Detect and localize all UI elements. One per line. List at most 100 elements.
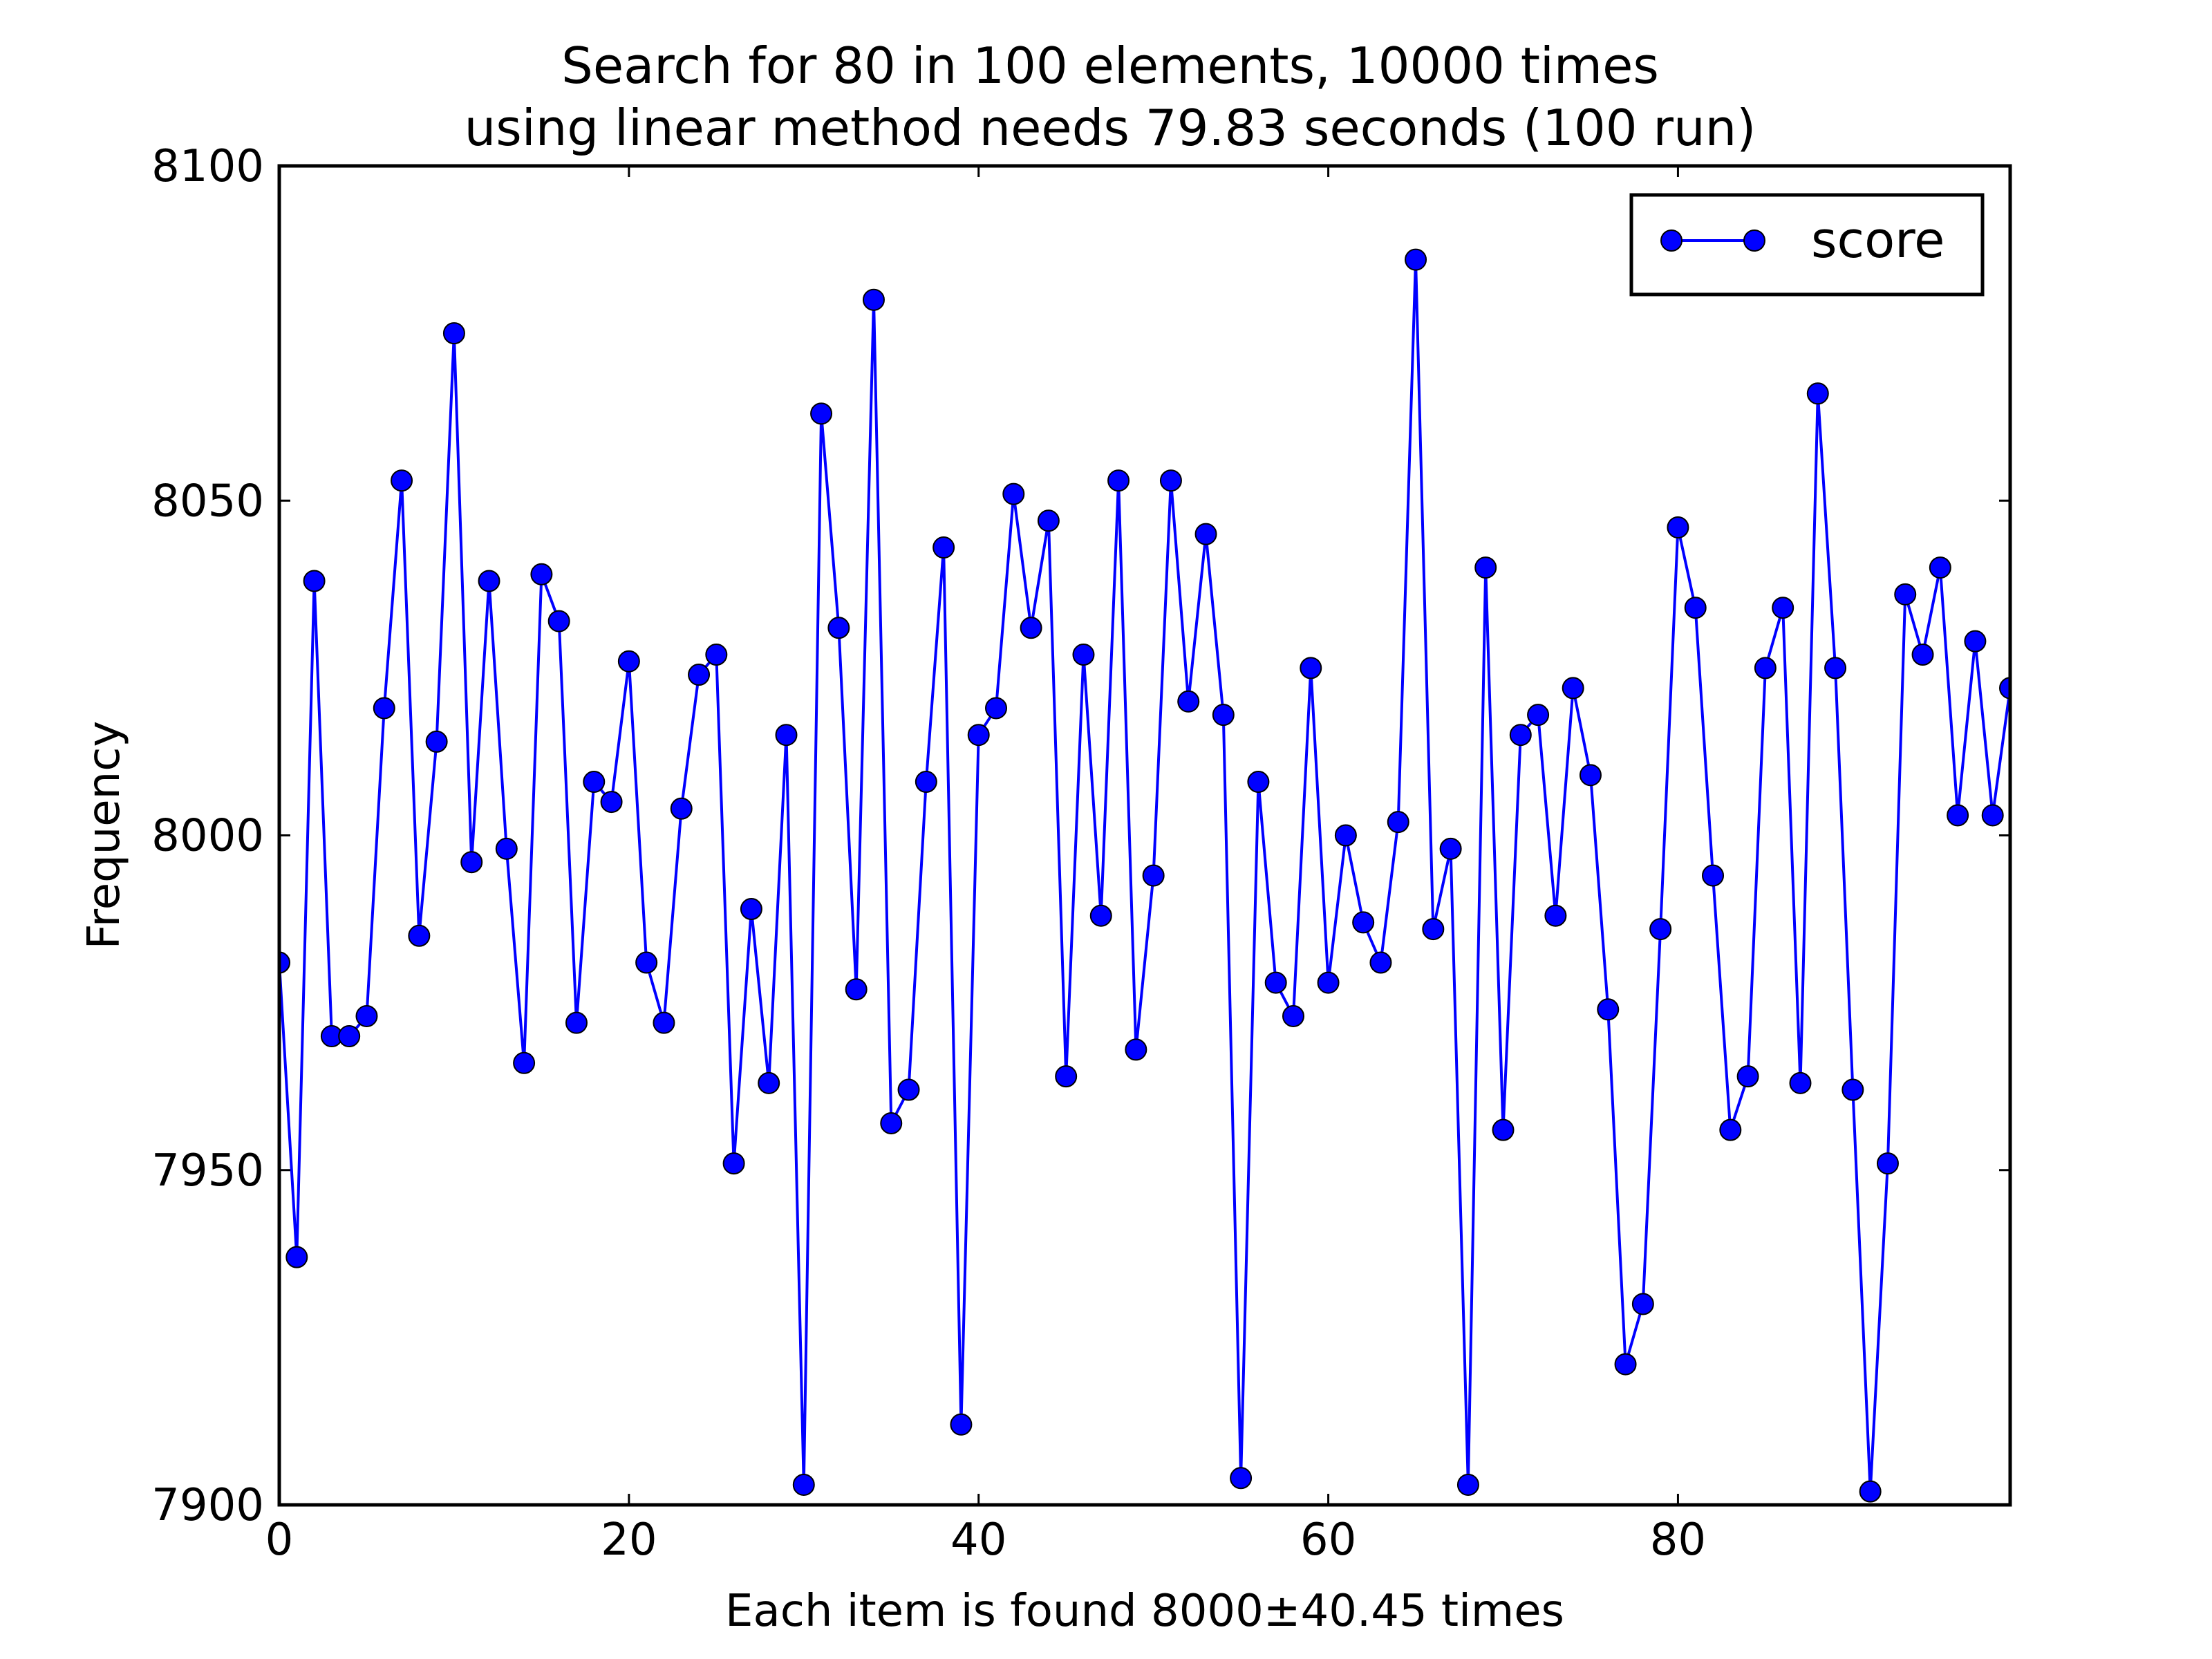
data-point xyxy=(1509,724,1532,747)
legend-marker xyxy=(1743,229,1765,252)
data-point xyxy=(1352,911,1375,934)
data-point xyxy=(530,563,553,585)
legend-marker xyxy=(1660,229,1683,252)
data-point xyxy=(1841,1078,1864,1101)
x-tick-label: 80 xyxy=(1650,1515,1706,1566)
data-point xyxy=(1020,617,1042,639)
data-point xyxy=(565,1011,588,1034)
data-point xyxy=(810,402,833,425)
data-point xyxy=(1527,704,1550,727)
data-point xyxy=(1072,644,1095,666)
data-point xyxy=(845,978,868,1001)
y-tick-label: 7950 xyxy=(151,1145,264,1197)
data-point xyxy=(897,1078,920,1101)
data-point xyxy=(635,951,658,974)
data-point xyxy=(1667,516,1689,538)
data-point xyxy=(303,570,326,592)
data-point xyxy=(1369,951,1392,974)
data-point xyxy=(373,697,395,720)
data-point xyxy=(653,1011,675,1034)
data-point xyxy=(862,288,885,311)
data-point xyxy=(1159,469,1182,492)
data-point xyxy=(1772,597,1794,619)
data-point xyxy=(600,791,623,814)
data-point xyxy=(1300,657,1322,679)
data-point xyxy=(1631,1293,1654,1315)
data-point xyxy=(495,837,518,860)
data-point xyxy=(985,697,1008,720)
data-point xyxy=(1212,704,1235,727)
data-point xyxy=(1649,918,1672,941)
x-axis-label: Each item is found 8000±40.45 times xyxy=(725,1586,1564,1637)
tick-labels: 0 20 40 60 80 7900 7950 8000 8050 8100 xyxy=(151,141,1706,1566)
data-point xyxy=(355,1004,378,1027)
chart-title-line-2: using linear method needs 79.83 seconds … xyxy=(465,99,1756,157)
y-tick-label: 8000 xyxy=(151,811,264,862)
data-point xyxy=(1736,1065,1759,1088)
data-point xyxy=(1614,1353,1637,1376)
data-point xyxy=(1492,1118,1515,1141)
data-point xyxy=(1544,904,1567,927)
data-point xyxy=(1089,904,1112,927)
series-markers xyxy=(279,248,2010,1503)
data-point xyxy=(1037,509,1060,532)
data-point xyxy=(1055,1065,1078,1088)
series-score xyxy=(279,248,2010,1503)
data-point xyxy=(1405,248,1427,271)
data-point xyxy=(1282,1004,1304,1027)
data-point xyxy=(1964,630,1987,653)
data-point xyxy=(1387,811,1409,834)
legend-box xyxy=(1629,193,1985,297)
data-point xyxy=(1719,1118,1742,1141)
data-point xyxy=(1230,1467,1253,1490)
data-point xyxy=(1597,998,1620,1021)
data-point xyxy=(583,771,606,794)
data-point xyxy=(1702,864,1725,887)
data-point xyxy=(1142,864,1165,887)
data-point xyxy=(1947,804,1969,827)
data-point xyxy=(478,570,500,592)
data-point xyxy=(1264,971,1287,994)
data-point xyxy=(1929,556,1951,579)
data-point xyxy=(460,851,483,874)
data-point xyxy=(442,322,465,345)
data-point xyxy=(722,1152,745,1175)
data-point xyxy=(1789,1071,1812,1094)
legend: score xyxy=(1629,193,1985,297)
data-point xyxy=(617,650,640,673)
x-tick-label: 0 xyxy=(265,1515,294,1566)
y-tick-label: 8100 xyxy=(151,141,264,192)
data-point xyxy=(1876,1152,1899,1175)
data-point xyxy=(1684,597,1707,619)
data-point xyxy=(425,730,448,753)
data-point xyxy=(932,536,955,559)
data-point xyxy=(547,610,570,632)
data-point xyxy=(1334,824,1357,847)
data-point xyxy=(1859,1480,1882,1503)
series-line-score xyxy=(279,259,2010,1492)
data-point xyxy=(285,1246,308,1268)
data-point xyxy=(1422,918,1445,941)
data-point xyxy=(670,797,693,820)
data-point xyxy=(967,724,990,747)
y-axis-label: Frequency xyxy=(79,721,130,950)
data-point xyxy=(1562,677,1584,700)
data-point xyxy=(688,664,711,686)
data-point xyxy=(1177,690,1200,713)
data-point xyxy=(1474,556,1497,579)
data-point xyxy=(775,724,798,747)
data-point xyxy=(391,469,413,492)
data-point xyxy=(1806,382,1829,405)
y-tick-label: 7900 xyxy=(151,1480,264,1531)
data-point xyxy=(1999,677,2010,700)
chart-title-line-1: Search for 80 in 100 elements, 10000 tim… xyxy=(561,37,1659,95)
data-point xyxy=(915,771,937,794)
data-point xyxy=(1247,771,1270,794)
data-point xyxy=(279,951,290,974)
plot-frame xyxy=(277,164,2012,1507)
data-point xyxy=(950,1413,973,1436)
axis-ticks xyxy=(278,165,2010,1506)
x-tick-label: 20 xyxy=(601,1515,657,1566)
data-point xyxy=(1125,1038,1147,1061)
